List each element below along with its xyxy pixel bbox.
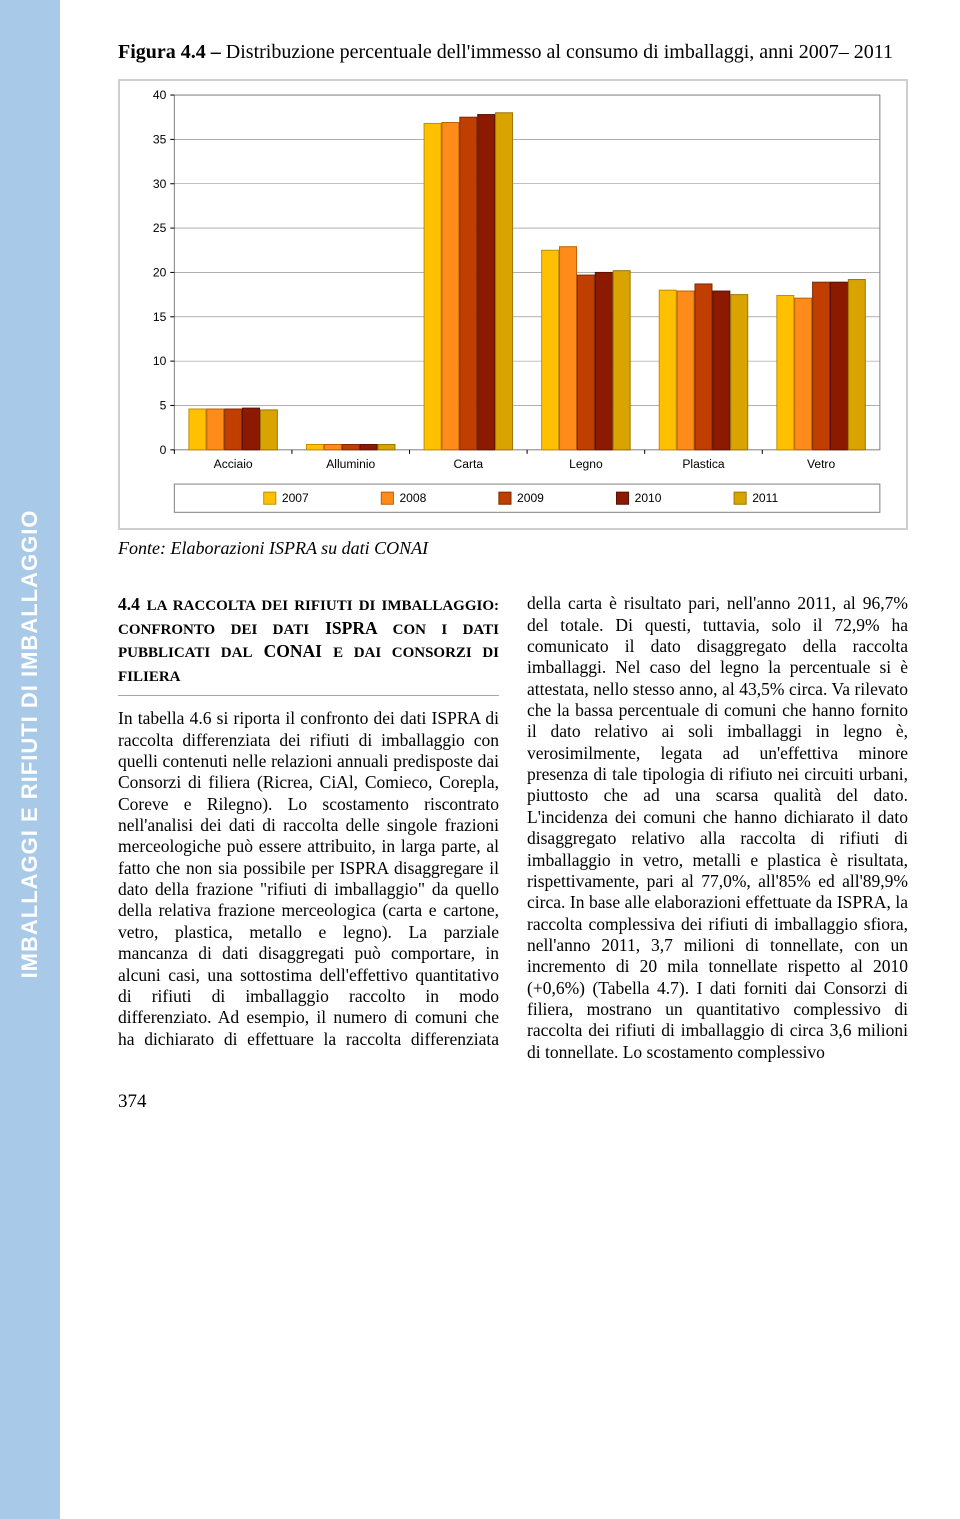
- svg-text:40: 40: [153, 89, 167, 102]
- body-columns: 4.4 La raccolta dei rifiuti di imballagg…: [118, 593, 908, 1063]
- svg-text:15: 15: [153, 310, 167, 324]
- figure-source: Fonte: Elaborazioni ISPRA su dati CONAI: [118, 538, 908, 559]
- svg-text:2008: 2008: [399, 491, 426, 505]
- svg-text:Legno: Legno: [569, 457, 603, 471]
- paragraph-2: Lo scostamento riscontrato nell'analisi …: [118, 794, 499, 942]
- svg-text:25: 25: [153, 221, 167, 235]
- section-heading: 4.4 La raccolta dei rifiuti di imballagg…: [118, 593, 499, 687]
- svg-text:Acciaio: Acciaio: [214, 457, 253, 471]
- bar-chart: 0 5 10 15 20 25 30 35 40 Acciaio Alluminio Carta Leg…: [130, 89, 896, 522]
- svg-text:Alluminio: Alluminio: [326, 457, 375, 471]
- section-title-conai: CONAI: [252, 641, 333, 661]
- svg-text:2010: 2010: [635, 491, 662, 505]
- svg-text:20: 20: [153, 265, 167, 279]
- figure-title: Figura 4.4 – Distribuzione percentuale d…: [118, 40, 908, 65]
- svg-text:2007: 2007: [282, 491, 309, 505]
- svg-text:2011: 2011: [752, 491, 778, 505]
- figure-title-prefix: Figura 4.4 –: [118, 41, 226, 63]
- section-num: 4.4: [118, 594, 140, 614]
- chart-container: 0 5 10 15 20 25 30 35 40 Acciaio Alluminio Carta Leg…: [118, 79, 908, 530]
- svg-text:10: 10: [153, 354, 167, 368]
- sidebar-band: IMBALLAGGI E RIFIUTI DI IMBALLAGGIO: [0, 0, 60, 1519]
- svg-text:30: 30: [153, 177, 167, 191]
- svg-text:Plastica: Plastica: [682, 457, 725, 471]
- section-title-ispra: ISPRA: [309, 618, 393, 638]
- sidebar-label: IMBALLAGGI E RIFIUTI DI IMBALLAGGIO: [17, 510, 43, 979]
- svg-text:5: 5: [160, 399, 167, 413]
- page-content: Figura 4.4 – Distribuzione percentuale d…: [118, 40, 908, 1113]
- svg-text:Carta: Carta: [454, 457, 484, 471]
- svg-text:0: 0: [160, 443, 167, 457]
- section-rule: [118, 695, 499, 696]
- page-number: 374: [118, 1091, 908, 1113]
- svg-text:Vetro: Vetro: [807, 457, 835, 471]
- svg-text:2009: 2009: [517, 491, 544, 505]
- svg-text:35: 35: [153, 132, 167, 146]
- figure-title-rest: Distribuzione percentuale dell'immesso a…: [226, 41, 893, 63]
